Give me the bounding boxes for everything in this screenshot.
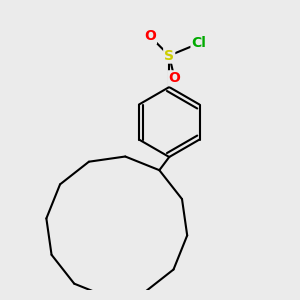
Text: Cl: Cl	[191, 36, 206, 50]
Text: O: O	[144, 29, 156, 44]
Text: O: O	[169, 71, 180, 85]
Text: S: S	[164, 49, 174, 63]
